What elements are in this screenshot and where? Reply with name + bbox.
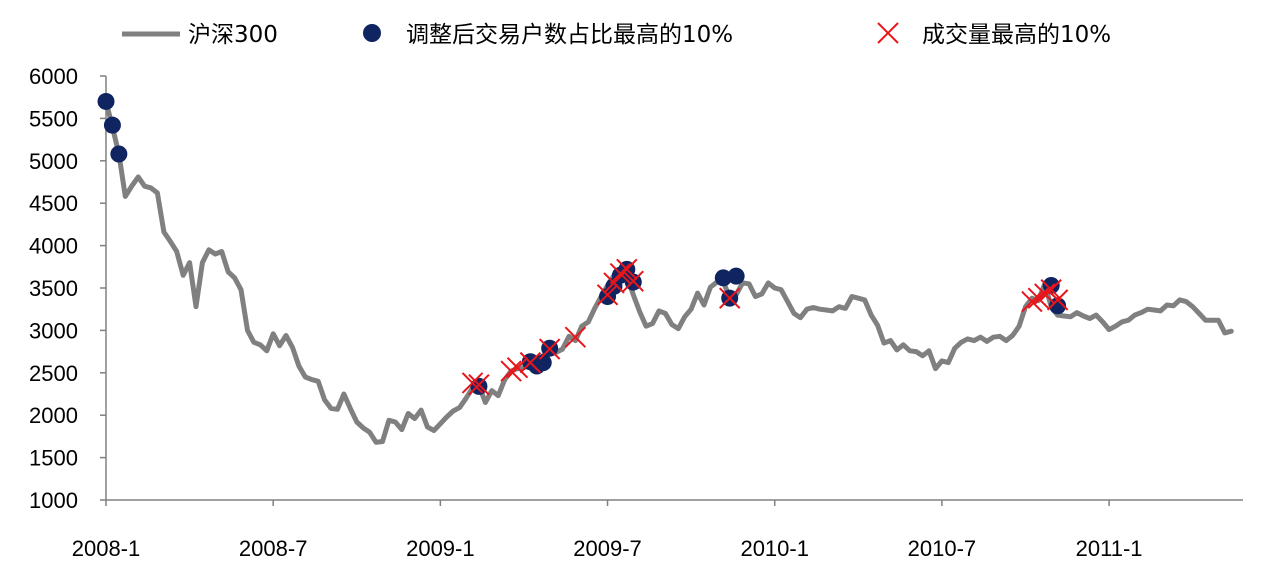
volume-point	[1034, 283, 1056, 305]
series-accounts-points	[97, 92, 1067, 395]
legend: 沪深300 调整后交易户数占比最高的10% 成交量最高的10%	[122, 22, 1111, 48]
accounts-point	[110, 145, 128, 163]
x-ticks: 2008-1 2008-7 2009-1 2009-7 2010-1 2010-7 2011…	[72, 500, 1143, 561]
volume-point	[1040, 278, 1062, 301]
series-line-csi300	[103, 98, 1234, 445]
volume-point	[468, 373, 490, 396]
y-tick-label: 6000	[29, 64, 78, 89]
x-tick-label: 2011-1	[1076, 536, 1143, 561]
y-tick-label: 3500	[29, 276, 78, 301]
x-tick-label: 2008-1	[72, 536, 141, 561]
axes: 1000 1500 2000 2500 3000 3500 4000 4500 5000 5500…	[29, 64, 1243, 561]
series-volume-points	[461, 258, 1069, 396]
volume-point	[519, 351, 542, 374]
legend-swatch-accounts	[363, 24, 381, 42]
y-tick-label: 2500	[29, 361, 78, 386]
volume-point	[506, 357, 529, 379]
volume-point	[596, 284, 619, 306]
y-tick-label: 1500	[29, 446, 78, 471]
volume-point	[616, 258, 638, 281]
volume-point	[538, 338, 561, 360]
y-tick-label: 5500	[29, 106, 78, 131]
plot-area	[97, 92, 1234, 445]
accounts-point	[727, 267, 745, 285]
volume-point	[622, 270, 644, 292]
y-tick-label: 5000	[29, 149, 78, 174]
x-tick-label: 2008-7	[239, 536, 308, 561]
x-tick-label: 2009-1	[406, 536, 475, 561]
y-tick-label: 4500	[29, 191, 78, 216]
x-tick-label: 2009-7	[573, 536, 642, 561]
x-tick-label: 2010-1	[740, 536, 809, 561]
volume-point	[500, 360, 522, 382]
volume-point	[1046, 289, 1069, 311]
y-tick-label: 1000	[29, 488, 78, 513]
y-ticks: 1000 1500 2000 2500 3000 3500 4000 4500 5000 5500…	[29, 64, 106, 513]
volume-point	[564, 326, 587, 348]
y-tick-label: 2000	[29, 403, 78, 428]
legend-swatch-volume	[877, 22, 899, 44]
volume-point	[1027, 287, 1050, 309]
legend-label-volume: 成交量最高的10%	[922, 22, 1111, 48]
y-tick-label: 3000	[29, 318, 78, 343]
accounts-point	[714, 269, 732, 287]
accounts-point	[97, 92, 115, 110]
volume-point	[609, 262, 632, 285]
accounts-point	[103, 116, 121, 134]
legend-label-csi300: 沪深300	[188, 22, 278, 48]
volume-point	[1021, 290, 1043, 313]
volume-point	[461, 372, 484, 394]
accounts-point	[470, 377, 488, 395]
x-tick-label: 2010-7	[908, 536, 977, 561]
y-tick-label: 4000	[29, 234, 78, 259]
volume-point	[719, 287, 741, 309]
legend-label-accounts: 调整后交易户数占比最高的10%	[406, 22, 733, 48]
